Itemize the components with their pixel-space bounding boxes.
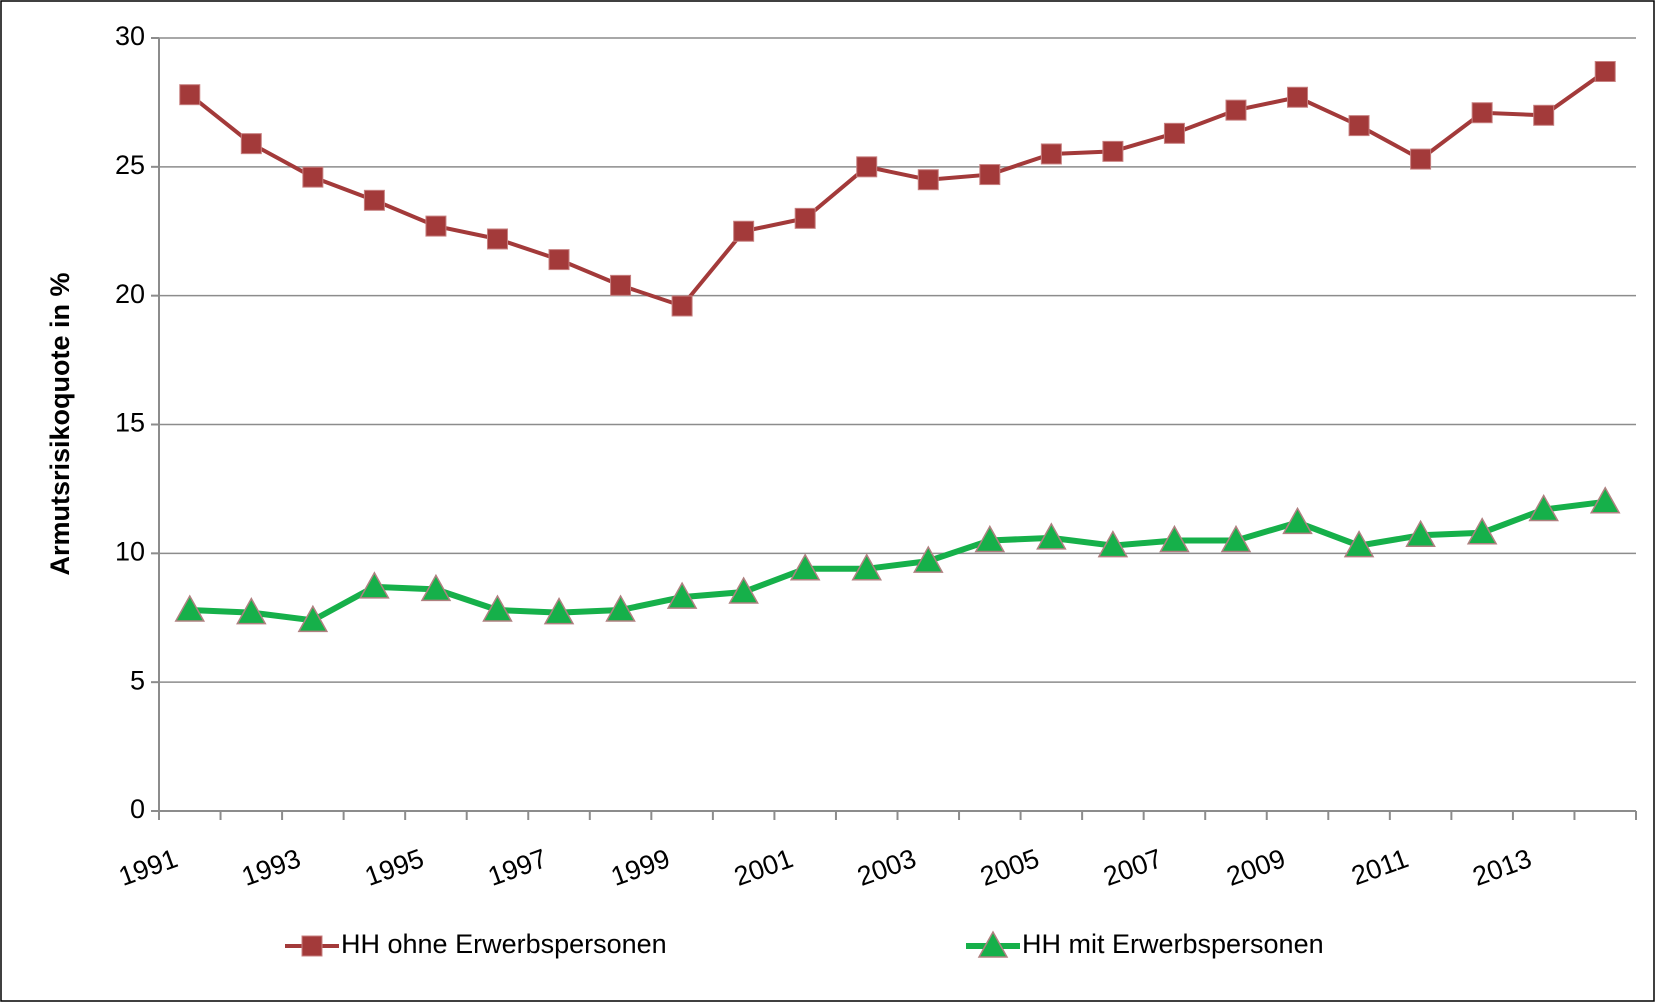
- x-tick-label: 2009: [1223, 843, 1290, 892]
- y-tick-label: 10: [115, 536, 145, 566]
- legend-label: HH ohne Erwerbspersonen: [341, 929, 667, 959]
- series-marker: [1410, 148, 1432, 170]
- series-marker: [789, 553, 821, 581]
- series-marker: [1594, 60, 1616, 82]
- series-marker: [359, 571, 390, 599]
- series-marker: [1036, 522, 1067, 550]
- series-marker: [1040, 143, 1062, 165]
- series-marker: [1220, 524, 1252, 553]
- x-tick-label: 1993: [238, 843, 305, 892]
- series-marker: [917, 169, 939, 191]
- legend-marker: [301, 935, 323, 957]
- x-tick-label: 2003: [853, 843, 920, 892]
- series-marker: [733, 220, 755, 242]
- series-marker: [605, 594, 636, 622]
- y-tick-label: 15: [115, 408, 145, 438]
- series-marker: [174, 594, 206, 622]
- series-marker: [979, 164, 1001, 186]
- x-tick-label: 1997: [484, 843, 551, 892]
- y-tick-label: 5: [130, 665, 145, 695]
- series-marker: [1348, 115, 1370, 137]
- series-marker: [1159, 524, 1190, 553]
- series-marker: [363, 189, 385, 211]
- series-marker: [1282, 506, 1313, 535]
- series-marker: [671, 295, 693, 317]
- x-tick-label: 2013: [1469, 843, 1536, 892]
- series-marker: [1343, 530, 1375, 558]
- series-marker: [302, 166, 324, 188]
- y-tick-label: 0: [130, 794, 145, 824]
- series-marker: [179, 84, 201, 106]
- x-tick-label: 1999: [607, 843, 674, 892]
- series-marker: [1102, 140, 1124, 162]
- series-line: [189, 498, 1606, 624]
- series-marker: [240, 133, 262, 155]
- series-marker: [425, 215, 447, 237]
- series-marker: [1097, 530, 1129, 558]
- series-marker: [1466, 517, 1498, 545]
- legend-marker: [977, 930, 1009, 958]
- series-marker: [1533, 104, 1555, 126]
- series-marker: [1163, 122, 1185, 144]
- y-tick-label: 20: [115, 279, 145, 309]
- y-tick-label: 30: [115, 21, 145, 51]
- series-marker: [236, 597, 267, 625]
- series-marker: [1528, 493, 1559, 522]
- x-tick-label: 2001: [730, 843, 797, 892]
- series-marker: [912, 545, 944, 573]
- x-tick-label: 2005: [976, 843, 1043, 892]
- series-marker: [482, 594, 513, 622]
- series-marker: [486, 228, 508, 250]
- legend-label: HH mit Erwerbspersonen: [1022, 929, 1324, 959]
- x-tick-label: 2007: [1099, 843, 1166, 892]
- series-line: [188, 69, 1607, 309]
- series-marker: [1405, 519, 1436, 548]
- series-marker: [1589, 486, 1621, 514]
- x-tick-label: 1991: [115, 843, 182, 892]
- series-marker: [856, 156, 878, 178]
- series-marker: [548, 249, 570, 271]
- series-marker: [666, 581, 698, 609]
- series-marker: [974, 524, 1006, 553]
- series-marker: [728, 576, 759, 604]
- series-marker: [1471, 102, 1493, 124]
- x-tick-label: 1995: [361, 843, 428, 892]
- y-tick-label: 25: [115, 150, 145, 180]
- series-marker: [297, 604, 329, 633]
- series-marker: [543, 597, 575, 625]
- y-axis-label: Armutsrisikoquote in %: [45, 272, 75, 575]
- series-marker: [1287, 86, 1309, 108]
- series-marker: [794, 207, 816, 229]
- x-tick-label: 2011: [1348, 843, 1413, 891]
- series-marker: [610, 274, 632, 296]
- series-marker: [420, 573, 452, 602]
- series-marker: [851, 553, 883, 581]
- series-marker: [1225, 99, 1247, 121]
